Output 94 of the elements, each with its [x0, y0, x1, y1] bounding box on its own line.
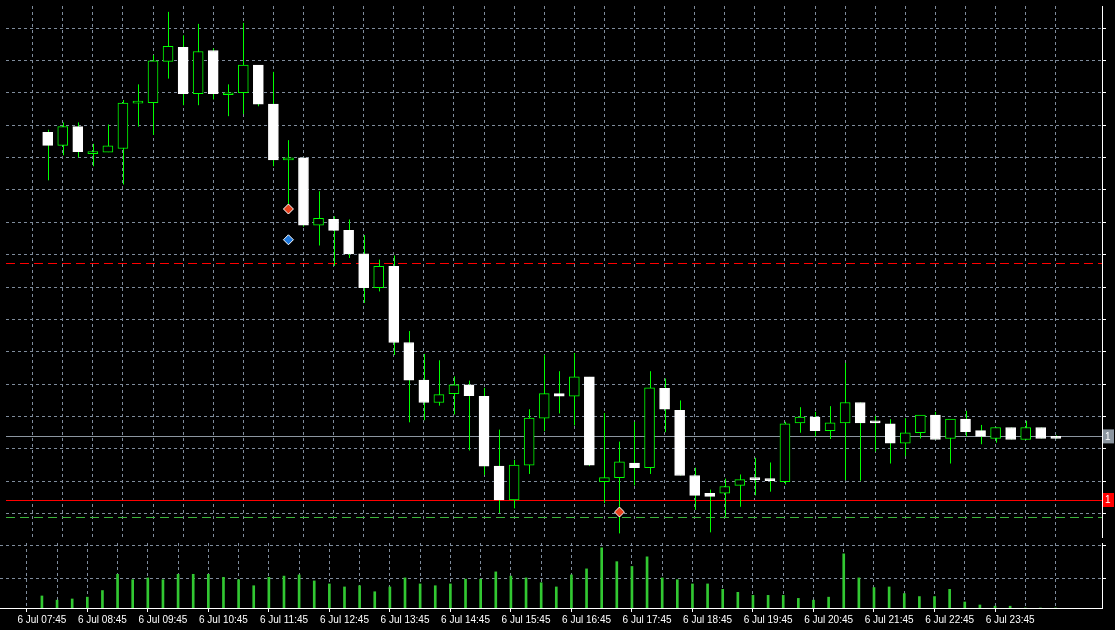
x-tick-label: 6 Jul 22:45 — [925, 613, 975, 625]
bar — [615, 561, 619, 608]
candlestick — [463, 380, 475, 451]
bar — [101, 590, 104, 608]
candlestick — [313, 190, 324, 247]
candlestick — [599, 412, 610, 504]
bar — [328, 583, 331, 608]
bar — [827, 596, 830, 608]
bar — [237, 579, 240, 608]
bar — [191, 573, 195, 608]
candlestick — [764, 461, 776, 493]
candlestick — [57, 121, 69, 156]
x-tick-label: 6 Jul 12:45 — [320, 613, 370, 625]
bar — [691, 583, 694, 608]
candlestick — [689, 467, 701, 511]
x-tick-label: 6 Jul 09:45 — [138, 613, 188, 625]
candlestick — [568, 352, 580, 426]
candlestick — [945, 418, 956, 465]
candlestick — [629, 421, 640, 486]
candlestick — [900, 417, 911, 457]
candlestick — [418, 353, 430, 421]
bar — [222, 576, 225, 608]
bar — [343, 586, 346, 608]
candlestick — [869, 415, 881, 453]
bar — [933, 596, 936, 608]
x-tick-label: 6 Jul 11:45 — [259, 613, 309, 625]
candlestick — [975, 424, 986, 445]
candlestick — [734, 473, 746, 508]
bar — [312, 580, 316, 608]
bar — [948, 589, 951, 608]
x-tick-label: 6 Jul 19:45 — [743, 613, 793, 625]
bar — [146, 577, 150, 608]
bar — [358, 585, 361, 608]
bar — [797, 598, 800, 608]
bar — [479, 578, 482, 608]
x-tick-label: 6 Jul 14:45 — [441, 613, 491, 625]
bar — [70, 598, 74, 608]
x-tick-label: 6 Jul 18:45 — [683, 613, 733, 625]
bar — [252, 585, 256, 608]
candlestick — [930, 411, 941, 441]
candlestick — [343, 218, 354, 259]
x-tick-label: 6 Jul 17:45 — [622, 613, 672, 625]
bar — [554, 586, 558, 608]
x-tick-label: 6 Jul 13:45 — [380, 613, 430, 625]
candlestick — [373, 259, 385, 292]
candlestick — [87, 143, 99, 167]
text: 1 — [1105, 430, 1111, 442]
x-tick-label: 6 Jul 21:45 — [864, 613, 915, 625]
candlestick — [960, 410, 971, 437]
candlestick — [538, 354, 550, 432]
bar — [207, 573, 210, 608]
bar — [675, 579, 679, 608]
bar — [842, 553, 846, 608]
bar — [373, 591, 377, 608]
bar — [600, 547, 604, 608]
bar — [918, 596, 921, 608]
candlestick — [72, 121, 84, 158]
bar — [494, 571, 498, 608]
candlestick — [222, 83, 234, 117]
candlestick — [854, 402, 866, 482]
x-tick-label: 6 Jul 08:45 — [77, 613, 128, 625]
candlestick — [42, 129, 54, 181]
x-tick-label: 6 Jul 20:45 — [804, 613, 854, 625]
candlestick — [749, 457, 761, 496]
x-tick-label: 6 Jul 07:45 — [17, 613, 67, 625]
x-tick-label: 6 Jul 16:45 — [562, 613, 612, 625]
bar — [464, 578, 467, 608]
bar — [963, 601, 967, 608]
bar — [131, 579, 135, 608]
bar — [721, 589, 725, 608]
x-tick-label: 6 Jul 10:45 — [199, 613, 249, 625]
bar — [570, 574, 573, 608]
bar — [85, 596, 89, 608]
candlestick — [328, 215, 339, 267]
bar — [902, 593, 906, 608]
bar — [116, 573, 119, 608]
bar — [812, 599, 815, 608]
bar — [585, 568, 588, 608]
bar — [781, 595, 785, 608]
bar — [433, 585, 437, 608]
candlestick — [915, 414, 926, 439]
candlestick — [433, 359, 445, 407]
candlestick — [448, 375, 460, 415]
x-tick-label: 6 Jul 15:45 — [501, 613, 551, 625]
candlestick — [719, 478, 731, 518]
bar — [706, 583, 709, 608]
bar — [660, 577, 664, 608]
candlestick — [839, 362, 851, 481]
x-tick-label: 6 Jul 23:45 — [985, 613, 1036, 625]
candlestick — [659, 378, 670, 433]
text: 1 — [1105, 494, 1111, 506]
bar — [449, 583, 452, 608]
candlestick — [704, 489, 716, 533]
candlestick — [884, 418, 896, 465]
